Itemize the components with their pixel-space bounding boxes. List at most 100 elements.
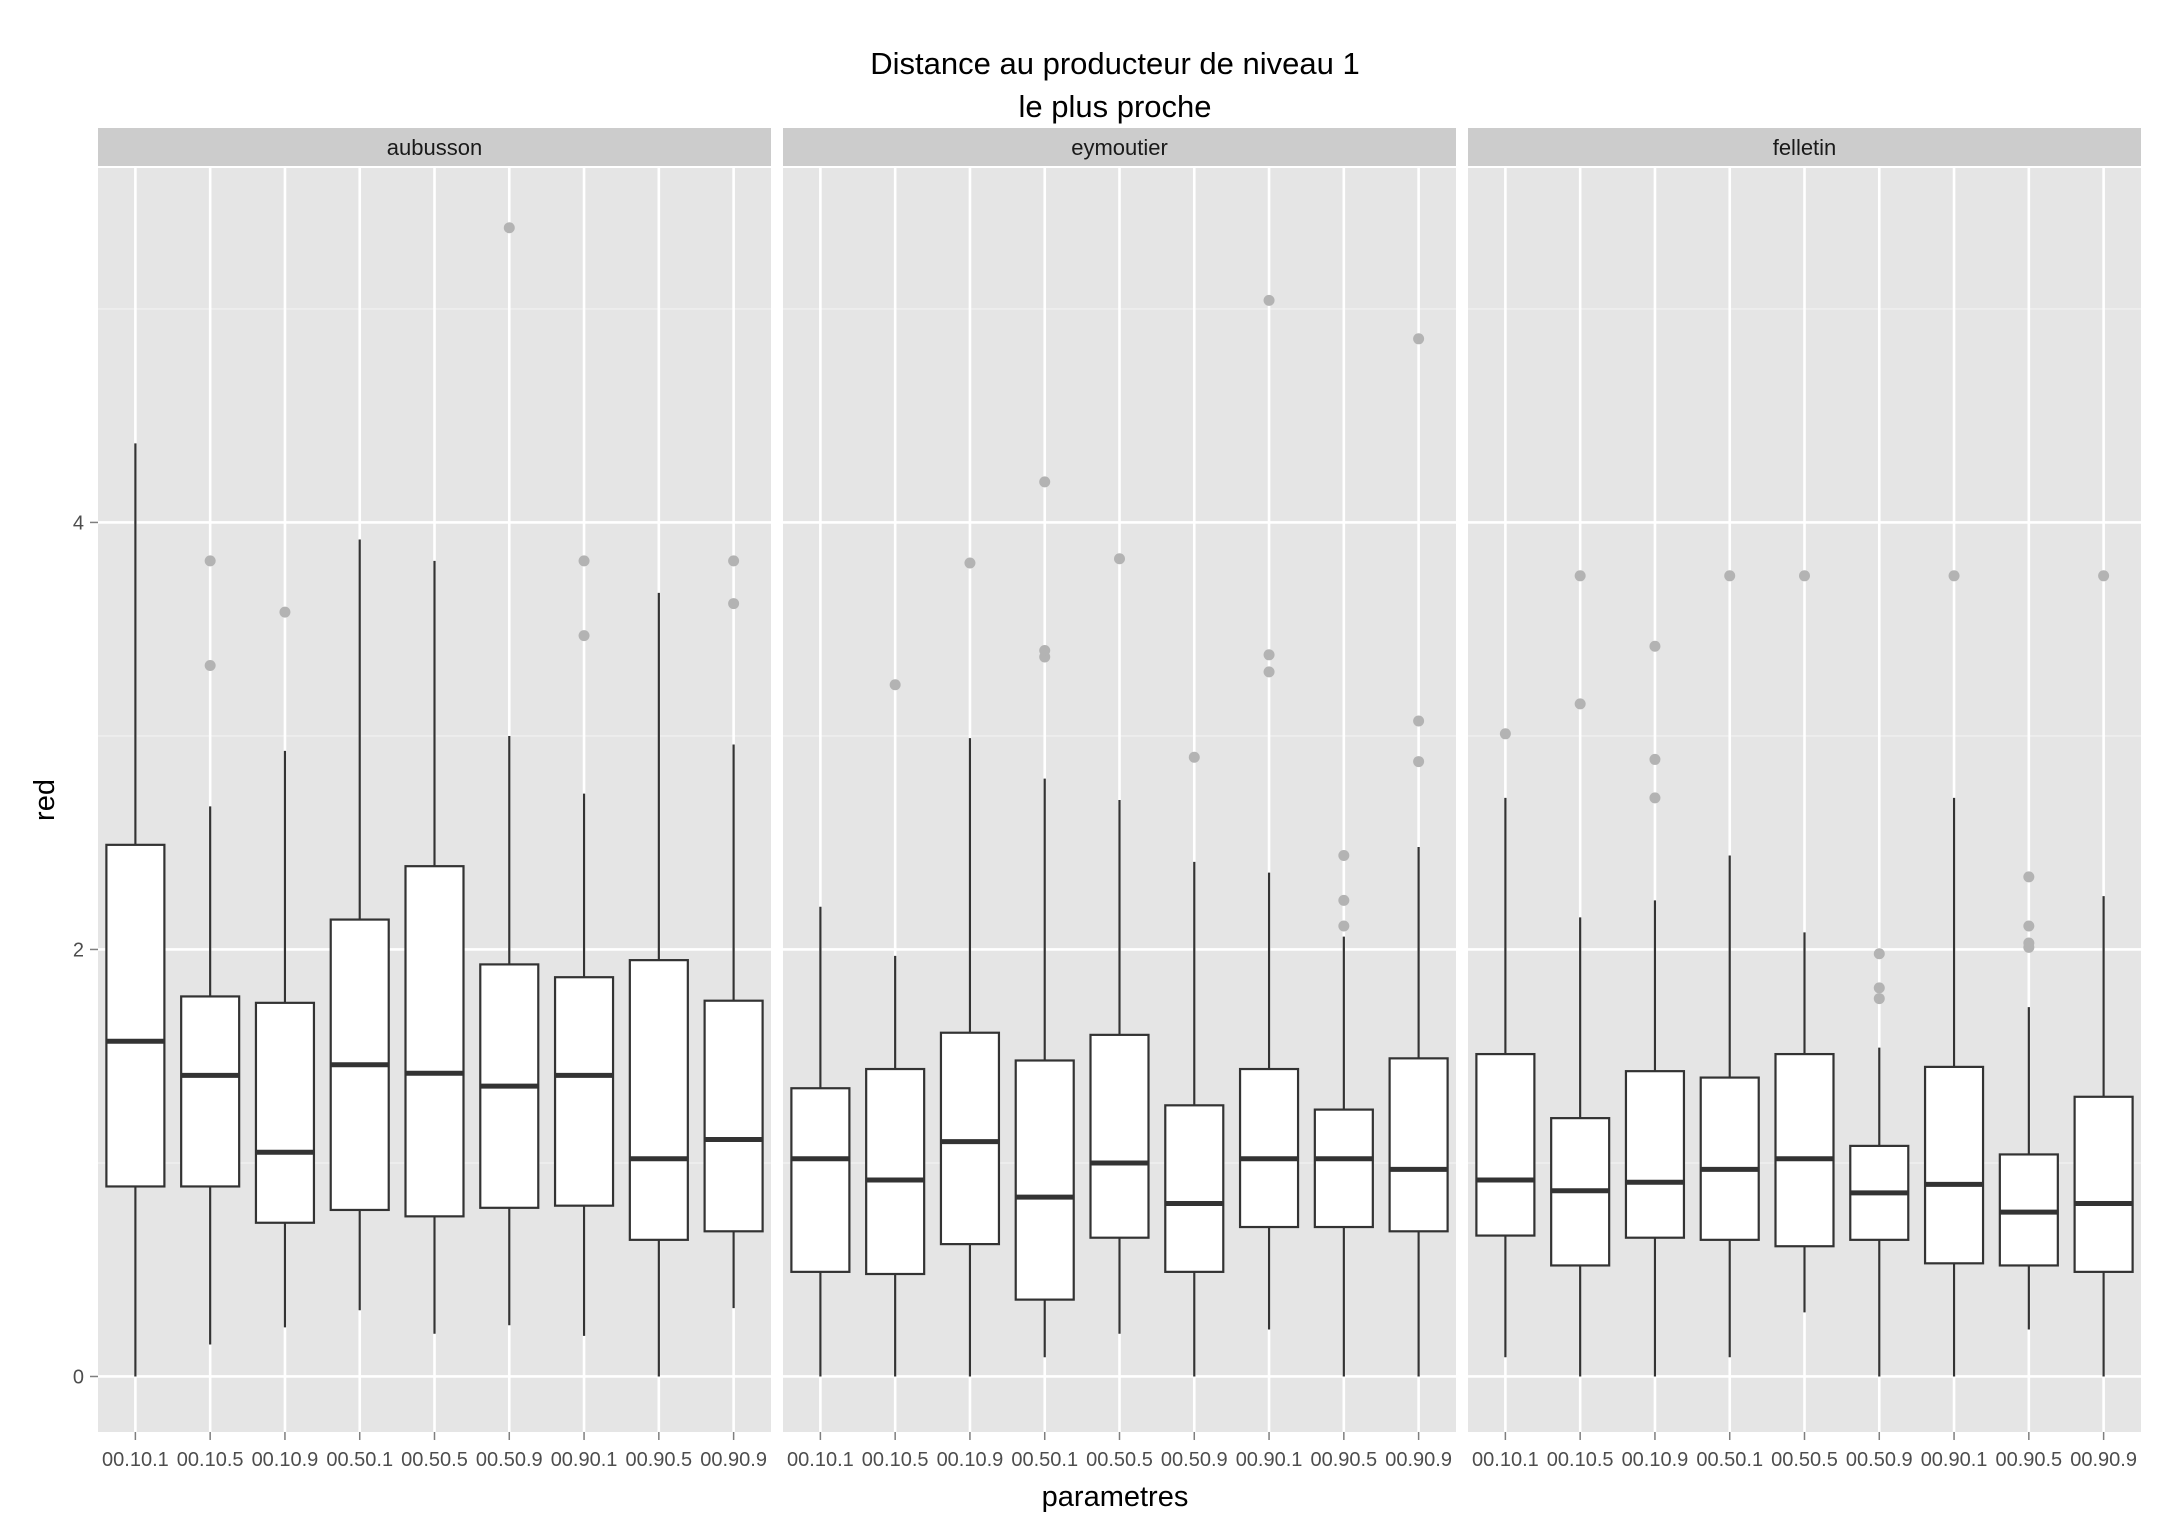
x-tick-label: 00.50.1 [326,1449,393,1471]
x-tick-label: 00.10.5 [862,1449,929,1471]
outlier-point [1263,666,1275,678]
x-tick-label: 00.90.1 [1236,1449,1303,1471]
outlier-point [1649,753,1661,765]
outlier-point [204,555,216,567]
box-iqr [2073,1095,2134,1273]
x-tick-label: 00.90.5 [1995,1449,2062,1471]
facet-panel-aubusson: aubusson 00.10.1 00.10.5 00.10.9 00.50.1 00.5… [98,128,771,1471]
outlier-point [1039,645,1051,657]
box-00.90.5 [1998,871,2059,1330]
outlier-point [1724,570,1736,582]
outlier-point [1263,649,1275,661]
y-tick-label: 4 [73,512,84,534]
facet-panel-eymoutier: eymoutier 00.10.1 00.10.5 00.10.9 00.50.1 00.… [783,128,1456,1471]
box-iqr [105,843,166,1188]
x-tick-label: 00.90.1 [551,1449,618,1471]
x-tick-label: 00.90.5 [1310,1449,1377,1471]
outlier-point [2098,570,2110,582]
outlier-point [1499,728,1511,740]
facet-panel-felletin: felletin 00.10.1 00.10.5 00.10.9 00.50.1 00.5… [1468,128,2141,1471]
box-iqr [1164,1104,1225,1273]
facet-strip [98,128,771,166]
box-iqr [1388,1057,1449,1233]
x-tick-label: 00.50.5 [1771,1449,1838,1471]
outlier-point [1948,570,1960,582]
box-iqr [703,999,764,1233]
box-00.50.9 [479,222,540,1326]
x-tick-label: 00.90.9 [2070,1449,2137,1471]
outlier-point [1338,920,1350,932]
box-iqr [790,1087,851,1273]
box-00.50.1 [1014,476,1075,1358]
box-00.10.9 [254,606,316,1328]
x-tick-label: 00.50.9 [476,1449,543,1471]
x-tick-label: 00.90.9 [1385,1449,1452,1471]
outlier-point [964,557,976,569]
box-00.90.1 [1923,570,1985,1377]
x-tick-label: 00.50.5 [401,1449,468,1471]
outlier-point [728,555,740,567]
box-iqr [1313,1108,1374,1229]
box-iqr [1624,1070,1686,1239]
outlier-point [1649,792,1661,804]
facet-strip [1468,128,2141,166]
outlier-point [1873,993,1885,1005]
box-iqr [628,959,689,1241]
outlier-point [2023,937,2035,949]
facet-strip [783,128,1456,166]
box-00.10.5 [1550,570,1611,1377]
box-00.10.5 [865,679,926,1377]
box-00.50.5 [1774,570,1835,1313]
outlier-point [279,606,291,618]
y-axis: 0 2 4 [73,512,98,1388]
x-tick-label: 00.10.9 [937,1449,1004,1471]
outlier-point [1413,756,1425,768]
outlier-point [1114,553,1125,565]
box-00.10.1 [1475,728,1536,1358]
x-tick-label: 00.10.1 [102,1449,169,1471]
outlier-point [1338,894,1350,906]
box-00.50.1 [1699,570,1760,1358]
outlier-point [2023,920,2035,932]
box-iqr [1923,1065,1985,1265]
chart-title-line-2: le plus proche [1018,89,1211,124]
x-tick-label: 00.50.9 [1161,1449,1228,1471]
facet-strip-label: felletin [1773,135,1837,160]
box-iqr [553,976,615,1207]
box-iqr [1475,1052,1536,1237]
x-tick-label: 00.10.5 [1547,1449,1614,1471]
box-00.90.9 [1388,333,1449,1377]
x-tick-label: 00.50.1 [1011,1449,1078,1471]
outlier-point [204,659,216,671]
outlier-point [728,598,740,610]
outlier-point [1039,476,1051,488]
x-axis-title: parametres [1042,1481,1189,1513]
outlier-point [1873,948,1885,960]
x-tick-label: 00.90.1 [1921,1449,1988,1471]
x-tick-label: 00.10.9 [252,1449,319,1471]
facet-strip-label: aubusson [387,135,482,160]
box-iqr [254,1001,316,1224]
box-iqr [865,1067,926,1276]
box-00.90.5 [628,592,689,1377]
box-00.90.1 [553,555,615,1336]
outlier-point [578,555,590,567]
x-tick-label: 00.90.9 [700,1449,767,1471]
box-00.10.9 [939,557,1001,1377]
y-tick-label: 0 [73,1366,84,1388]
x-tick-label: 00.50.1 [1696,1449,1763,1471]
box-00.10.9 [1624,640,1686,1377]
x-tick-label: 00.90.5 [625,1449,692,1471]
x-tick-label: 00.50.9 [1846,1449,1913,1471]
y-axis-title: red [29,779,61,821]
facet-panels: aubusson 00.10.1 00.10.5 00.10.9 00.50.1 00.5… [98,128,2141,1471]
outlier-point [889,679,901,691]
outlier-point [1649,640,1661,652]
x-tick-label: 00.10.9 [1622,1449,1689,1471]
box-00.90.5 [1313,850,1374,1377]
outlier-point [1574,570,1586,582]
facet-strip-label: eymoutier [1071,135,1168,160]
outlier-point [1799,570,1810,582]
x-tick-label: 00.10.5 [177,1449,244,1471]
